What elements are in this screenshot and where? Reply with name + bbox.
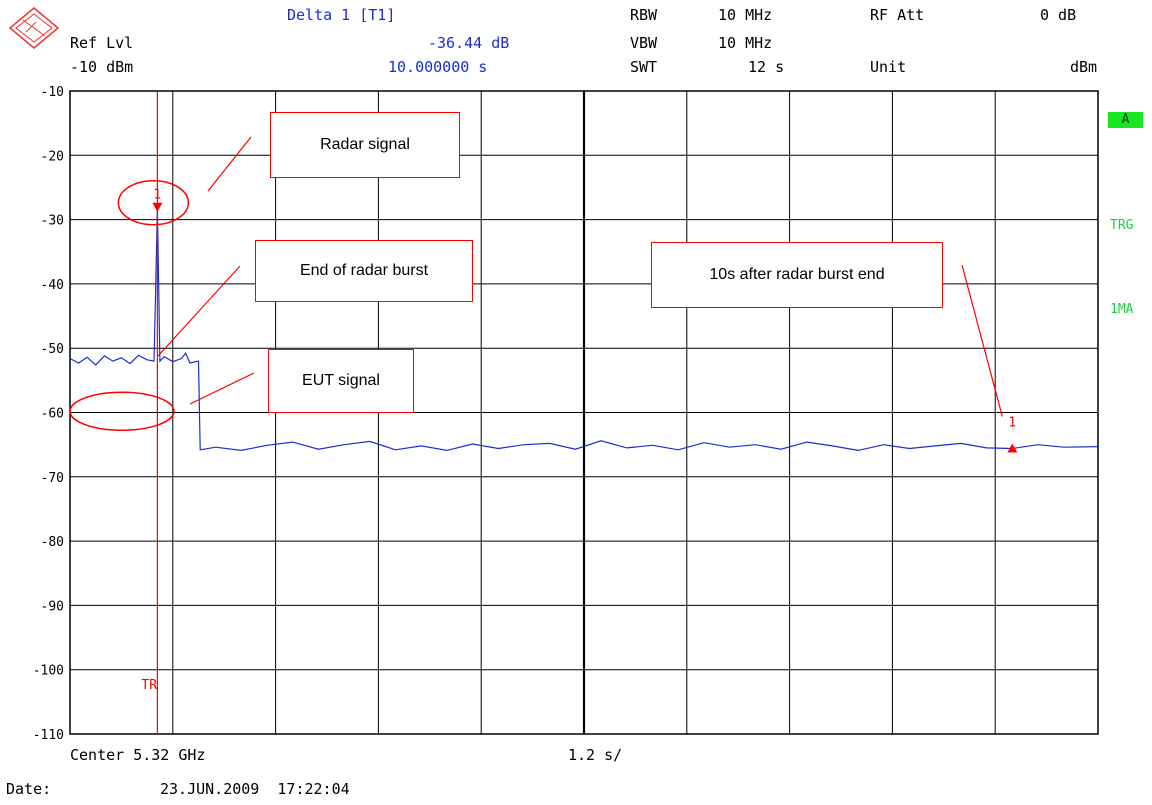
swt-label: SWT bbox=[630, 58, 658, 76]
eut-signal-callout: EUT signal bbox=[268, 349, 414, 413]
rbw-value: 10 MHz bbox=[718, 6, 773, 24]
end-of-burst-callout: End of radar burst bbox=[255, 240, 473, 302]
eut-signal-pointer bbox=[189, 372, 255, 405]
brand-logo-icon bbox=[8, 7, 60, 49]
rf-att-label: RF Att bbox=[870, 6, 925, 24]
date-value: 23.JUN.2009 17:22:04 bbox=[160, 780, 350, 798]
trg-label: TRG bbox=[1110, 218, 1134, 233]
marker-1-label: 1 bbox=[153, 188, 161, 203]
vbw-label: VBW bbox=[630, 34, 658, 52]
marker-layer: TR 1 1 bbox=[141, 91, 1018, 734]
y-tick-label: -60 bbox=[41, 407, 64, 422]
span-per-div: 1.2 s/ bbox=[568, 746, 623, 764]
trace-layer bbox=[69, 206, 1099, 452]
delta-marker-triangle bbox=[1007, 443, 1018, 453]
grid bbox=[69, 90, 1099, 735]
radar-signal-pointer bbox=[207, 136, 252, 192]
y-tick-label: -20 bbox=[41, 149, 64, 164]
radar-signal-ellipse bbox=[117, 179, 190, 226]
ref-lvl-value: -10 dBm bbox=[70, 58, 134, 76]
delta-time: 10.000000 s bbox=[388, 58, 488, 76]
y-tick-label: -70 bbox=[41, 471, 64, 486]
y-tick-label: -10 bbox=[41, 85, 64, 100]
ref-lvl-label: Ref Lvl bbox=[70, 34, 134, 52]
delta-marker-label: 1 bbox=[1008, 416, 1016, 431]
y-tick-label: -110 bbox=[33, 728, 64, 743]
marker-label: Delta 1 [T1] bbox=[287, 6, 396, 24]
radar-signal-callout: Radar signal bbox=[270, 112, 460, 178]
eut-signal-ellipse bbox=[69, 391, 175, 431]
trigger-label: TR bbox=[141, 678, 157, 693]
delta-value: -36.44 dB bbox=[428, 34, 510, 52]
unit-value: dBm bbox=[1070, 58, 1098, 76]
y-tick-label: -90 bbox=[41, 599, 64, 614]
annotation-layer bbox=[69, 136, 1003, 431]
end-of-burst-pointer bbox=[157, 265, 241, 357]
unit-label: Unit bbox=[870, 58, 907, 76]
y-tick-label: -80 bbox=[41, 535, 64, 550]
y-tick-label: -40 bbox=[41, 278, 64, 293]
rbw-label: RBW bbox=[630, 6, 658, 24]
after-10s-callout: 10s after radar burst end bbox=[651, 242, 943, 308]
y-tick-labels: -10 -20 -30 -40 -50 -60 -70 -80 -90 -100 -110 bbox=[33, 85, 64, 743]
trace-line bbox=[69, 206, 1099, 452]
after-10s-pointer bbox=[961, 264, 1003, 417]
y-tick-label: -30 bbox=[41, 214, 64, 229]
date-label: Date: bbox=[6, 780, 52, 798]
trace-mode-label: 1MA bbox=[1110, 302, 1134, 317]
rf-att-value: 0 dB bbox=[1040, 6, 1077, 24]
y-tick-label: -100 bbox=[33, 664, 64, 679]
marker-1-triangle bbox=[152, 202, 163, 212]
trace-a-badge: A bbox=[1108, 112, 1143, 128]
swt-value: 12 s bbox=[748, 58, 785, 76]
vbw-value: 10 MHz bbox=[718, 34, 773, 52]
y-tick-label: -50 bbox=[41, 342, 64, 357]
center-frequency: Center 5.32 GHz bbox=[70, 746, 206, 764]
